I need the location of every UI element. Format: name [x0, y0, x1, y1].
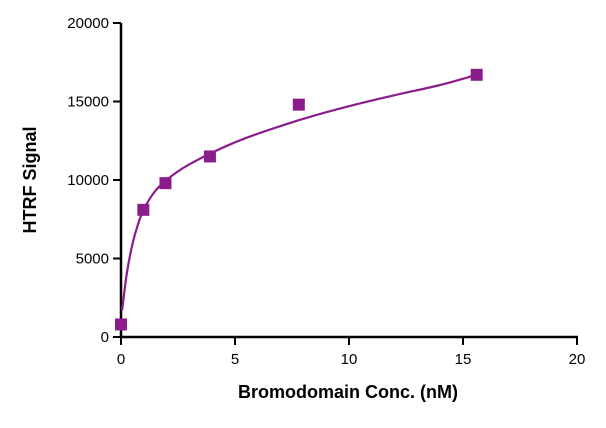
y-axis-ticks: 0 5000 10000 15000 20000 — [67, 15, 121, 346]
data-point — [292, 98, 305, 111]
data-point — [137, 203, 150, 216]
data-point — [159, 177, 172, 190]
y-tick-label: 10000 — [67, 172, 109, 189]
x-tick-label: 10 — [341, 351, 358, 368]
fit-curve — [121, 73, 477, 311]
y-tick-label: 20000 — [67, 15, 109, 32]
y-axis-title: HTRF Signal — [20, 127, 40, 234]
axes — [119, 23, 578, 339]
x-tick-label: 15 — [455, 351, 472, 368]
data-point — [115, 318, 127, 331]
data-point — [203, 150, 216, 163]
x-tick-label: 20 — [569, 351, 586, 368]
x-axis-title: Bromodomain Conc. (nM) — [238, 382, 458, 402]
y-tick-label: 15000 — [67, 94, 109, 111]
y-tick-label: 0 — [101, 329, 109, 346]
x-axis-ticks: 0 5 10 15 20 — [117, 337, 586, 368]
data-points — [115, 68, 483, 331]
x-tick-label: 5 — [231, 351, 239, 368]
x-tick-label: 0 — [117, 351, 125, 368]
data-point — [470, 68, 483, 81]
y-tick-label: 5000 — [76, 251, 109, 268]
